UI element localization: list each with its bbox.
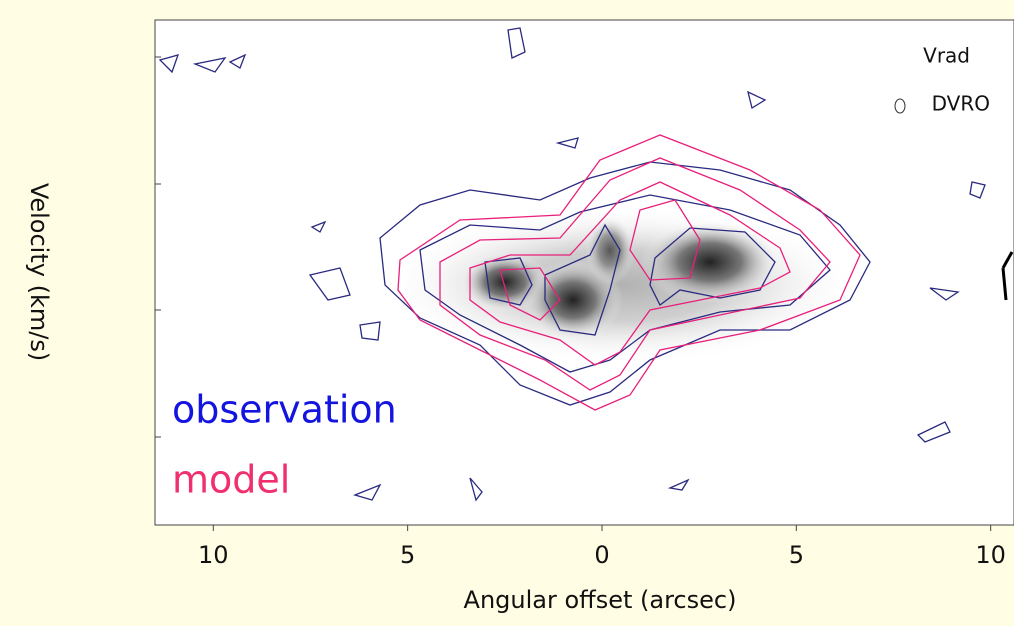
model-contours (397, 134, 861, 411)
y-axis-label: Velocity (km/s) (25, 183, 53, 361)
x-axis-label: Angular offset (arcsec) (464, 586, 737, 614)
annotation: Vrad (923, 44, 970, 68)
annotation-symbol (894, 98, 906, 114)
x-axis: 10 5 0 5 10 (198, 525, 1006, 569)
x-tick-label: 10 (975, 541, 1006, 569)
x-tick-label: 0 (594, 541, 609, 569)
annotation: DVRO (932, 92, 990, 116)
y-axis-ticks (155, 56, 161, 438)
legend-entry: observation (172, 388, 397, 432)
intensity-map (380, 205, 860, 365)
legend-entry: model (172, 458, 290, 502)
x-tick-label: 5 (789, 541, 804, 569)
x-tick-label: 10 (198, 541, 229, 569)
arrow (1001, 251, 1014, 301)
x-tick-label: 5 (400, 541, 415, 569)
